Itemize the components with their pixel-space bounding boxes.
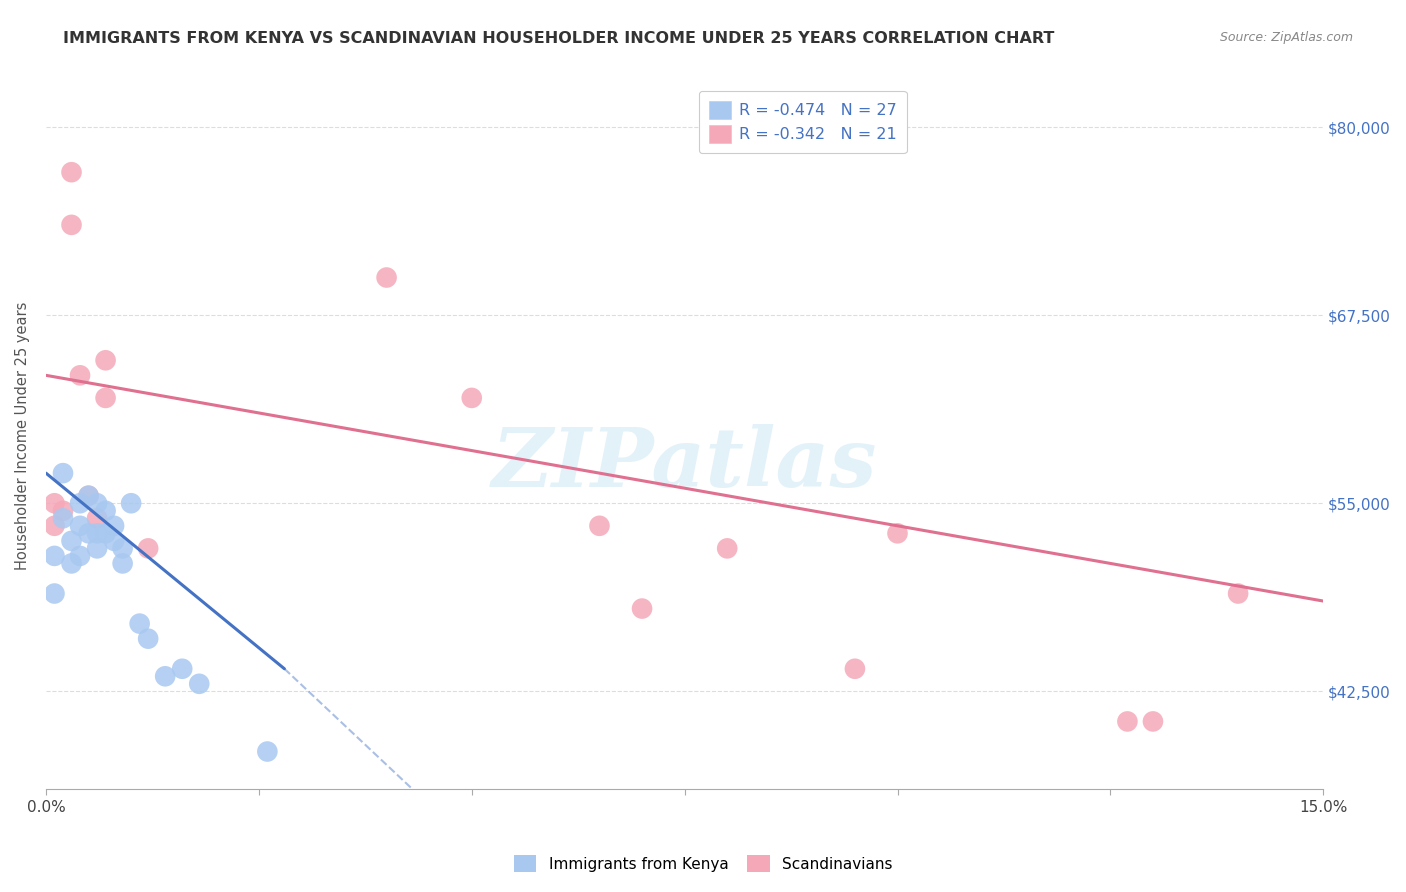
Point bbox=[44, 549, 66, 563]
Point bbox=[60, 557, 83, 571]
Point bbox=[111, 557, 134, 571]
Point bbox=[86, 541, 108, 556]
Point bbox=[136, 632, 159, 646]
Point bbox=[86, 511, 108, 525]
Point bbox=[77, 526, 100, 541]
Point bbox=[69, 496, 91, 510]
Point bbox=[188, 677, 211, 691]
Point bbox=[94, 504, 117, 518]
Point bbox=[60, 218, 83, 232]
Point bbox=[844, 662, 866, 676]
Legend: R = -0.474   N = 27, R = -0.342   N = 21: R = -0.474 N = 27, R = -0.342 N = 21 bbox=[699, 91, 907, 153]
Point bbox=[86, 526, 108, 541]
Text: ZIPatlas: ZIPatlas bbox=[492, 424, 877, 504]
Point bbox=[60, 165, 83, 179]
Point bbox=[94, 526, 117, 541]
Text: Source: ZipAtlas.com: Source: ZipAtlas.com bbox=[1219, 31, 1353, 45]
Point bbox=[44, 518, 66, 533]
Point bbox=[44, 586, 66, 600]
Point bbox=[588, 518, 610, 533]
Point bbox=[94, 391, 117, 405]
Point bbox=[52, 504, 75, 518]
Text: IMMIGRANTS FROM KENYA VS SCANDINAVIAN HOUSEHOLDER INCOME UNDER 25 YEARS CORRELAT: IMMIGRANTS FROM KENYA VS SCANDINAVIAN HO… bbox=[63, 31, 1054, 46]
Point bbox=[60, 533, 83, 548]
Point bbox=[886, 526, 908, 541]
Point bbox=[103, 533, 125, 548]
Point bbox=[111, 541, 134, 556]
Point bbox=[1227, 586, 1250, 600]
Point bbox=[631, 601, 654, 615]
Point bbox=[375, 270, 398, 285]
Point bbox=[1116, 714, 1139, 729]
Point bbox=[1142, 714, 1164, 729]
Point bbox=[86, 496, 108, 510]
Point bbox=[69, 549, 91, 563]
Point bbox=[461, 391, 484, 405]
Point bbox=[120, 496, 142, 510]
Y-axis label: Householder Income Under 25 years: Householder Income Under 25 years bbox=[15, 301, 30, 570]
Point bbox=[256, 745, 278, 759]
Point bbox=[153, 669, 176, 683]
Point bbox=[77, 489, 100, 503]
Point bbox=[172, 662, 194, 676]
Point bbox=[44, 496, 66, 510]
Point bbox=[69, 518, 91, 533]
Point bbox=[716, 541, 738, 556]
Point bbox=[52, 511, 75, 525]
Point bbox=[103, 518, 125, 533]
Point bbox=[69, 368, 91, 383]
Point bbox=[136, 541, 159, 556]
Point bbox=[77, 489, 100, 503]
Point bbox=[128, 616, 150, 631]
Point bbox=[52, 466, 75, 480]
Point bbox=[94, 353, 117, 368]
Legend: Immigrants from Kenya, Scandinavians: Immigrants from Kenya, Scandinavians bbox=[506, 847, 900, 880]
